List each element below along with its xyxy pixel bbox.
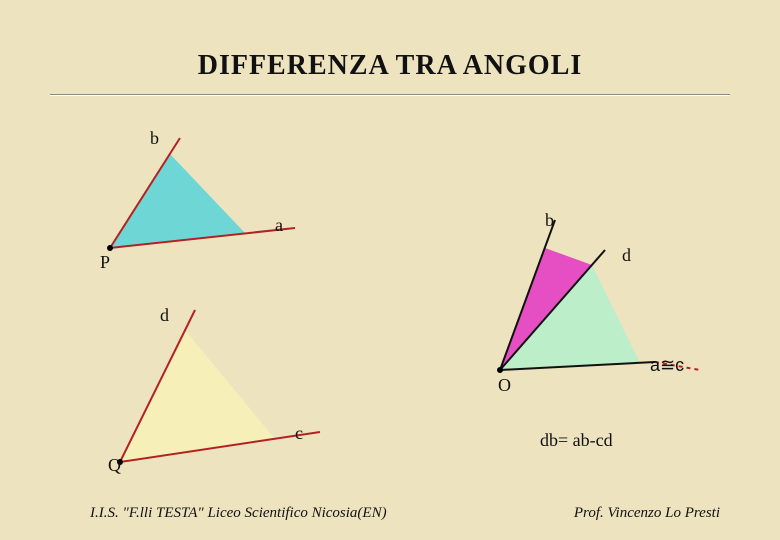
footer-author: Prof. Vincenzo Lo Presti xyxy=(574,505,720,522)
label-c-q: c xyxy=(295,423,303,444)
footer-institution: I.I.S. "F.lli TESTA" Liceo Scientifico N… xyxy=(90,505,387,522)
equation-text: db= ab-cd xyxy=(540,430,613,451)
label-d-o: d xyxy=(622,245,631,266)
label-a-p: a xyxy=(275,215,283,236)
label-b-p: b xyxy=(150,128,159,149)
vertex-o-dot xyxy=(497,367,503,373)
label-d-q: d xyxy=(160,305,169,326)
vertex-p-dot xyxy=(107,245,113,251)
label-vertex-q: Q xyxy=(108,455,121,476)
angle-ab-fill xyxy=(110,154,245,248)
label-a-cong-c: a≅c xyxy=(650,355,684,376)
label-vertex-o: O xyxy=(498,375,511,396)
label-vertex-p: P xyxy=(100,252,110,273)
label-b-o: b xyxy=(545,210,554,231)
